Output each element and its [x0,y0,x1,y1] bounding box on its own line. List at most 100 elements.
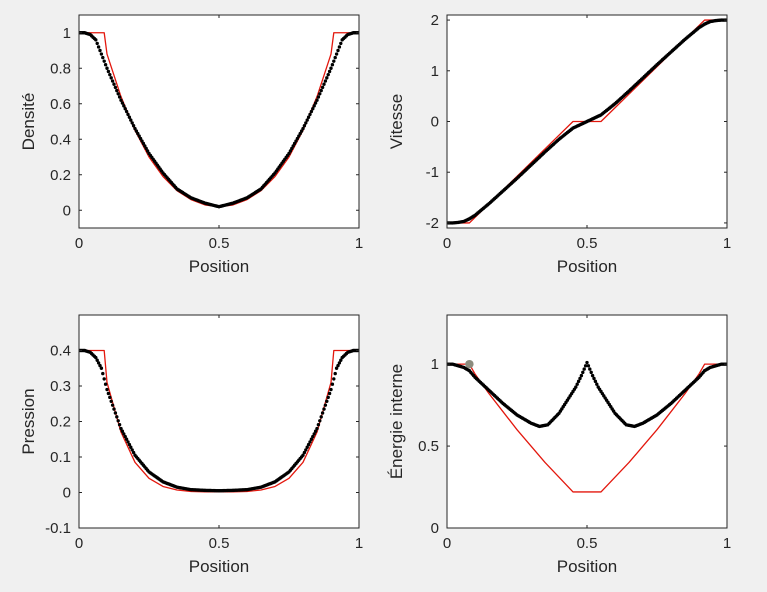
series-numeric-point [586,364,591,368]
series-numeric-point [287,151,291,156]
series-numeric-point [325,399,329,403]
series-numeric-point [306,115,311,119]
series-numeric-point [96,45,101,49]
y-tick-label: 0 [431,114,439,131]
series-numeric-point [299,129,304,133]
axes-background [79,315,359,528]
series-numeric-point [333,371,337,376]
series-numeric-point [319,415,323,419]
x-tick-label: 1 [723,535,731,552]
y-tick-label: -2 [426,215,439,232]
series-numeric-point [326,395,330,400]
series-numeric-point [313,101,318,105]
series-numeric-point [136,131,140,136]
series-numeric-point [138,136,143,141]
series-numeric-point [319,88,323,93]
series-numeric-point [112,82,116,86]
series-exact-line [447,363,727,493]
y-tick-label: 1 [431,356,439,373]
series-numeric-point [122,104,126,108]
series-numeric-point [592,376,596,381]
series-numeric-point [588,367,592,371]
series-numeric-point [129,118,133,122]
series-numeric-point [120,429,125,433]
series-numeric-point [133,126,137,131]
series-numeric-point [309,109,314,114]
x-tick-label: 0.5 [577,535,598,552]
series-numeric-point [326,72,330,77]
series-numeric-point [115,88,119,93]
series-numeric-point [99,366,104,370]
series-numeric-point [295,136,300,141]
series-numeric-point [579,373,584,378]
series-numeric-point [127,115,132,119]
y-tick-label: -1 [426,164,439,181]
series-numeric-point [130,448,134,452]
series-numeric-point [105,66,109,70]
series-numeric-point [102,377,106,381]
y-tick-label: 0.2 [50,414,71,431]
series-numeric-point [305,118,309,122]
series-numeric-point [578,376,582,381]
y-tick-label: 0 [431,520,439,537]
series-numeric-point [103,62,108,67]
series-numeric-point [327,69,332,74]
series-numeric-point [306,442,311,447]
series-numeric-point [106,391,111,396]
series-numeric-point [126,112,130,117]
series-numeric-point [320,411,325,415]
series-numeric-point [337,361,342,365]
series-numeric-point [127,442,132,447]
series-numeric-point [94,355,98,360]
series-numeric-point [116,92,120,96]
y-tick-label: 0.6 [50,96,71,113]
subplot-4: 0 0.5 1 0 0.5 1 Position Énergie interne [387,314,731,576]
series-numeric-point [322,82,326,86]
series-numeric-point [297,134,301,138]
x-tick-label: 0 [443,535,451,552]
series-numeric-point [123,434,127,439]
series-numeric-point [110,403,115,407]
series-numeric-point [315,98,319,102]
subplot-1: 0 0.5 1 0 0.2 0.4 0.6 0.8 1 Position Densité [19,14,363,276]
x-tick-label: 0 [75,235,83,252]
series-numeric-point [116,419,120,423]
x-axis-label: Position [557,257,617,276]
series-numeric-point [332,59,336,63]
series-numeric-point [301,126,305,131]
series-numeric-point [318,92,322,96]
series-numeric-point [329,387,333,392]
series-numeric-point [292,141,297,146]
series-numeric-point [109,76,113,80]
series-numeric-point [103,382,108,386]
y-tick-label: 0.5 [418,438,439,455]
series-numeric-point [574,385,578,389]
series-numeric-point [120,101,125,105]
x-tick-label: 1 [723,235,731,252]
series-numeric-point [316,95,321,99]
series-numeric-point [101,55,105,60]
series-numeric-point [117,95,122,99]
series-numeric-point [576,379,581,384]
series-numeric-point [108,395,112,400]
series-numeric-point [334,52,339,56]
series-numeric-point [288,149,293,153]
series-numeric-point [575,382,579,386]
series-numeric-point [320,85,325,90]
series-numeric-point [325,76,329,80]
series-numeric-point [337,45,342,49]
x-axis-label: Position [189,257,249,276]
series-numeric-point [298,131,302,136]
series-numeric-point [327,391,332,396]
series-numeric-point [304,121,308,125]
series-numeric-point [109,399,113,403]
series-numeric-point [101,371,105,376]
series-numeric-point [126,440,130,444]
series-numeric-point [96,361,101,365]
x-tick-label: 0.5 [577,235,598,252]
series-numeric-point [124,437,129,441]
series-numeric-point [593,379,598,384]
y-tick-label: 0.4 [50,343,71,360]
plot-area [79,31,359,209]
